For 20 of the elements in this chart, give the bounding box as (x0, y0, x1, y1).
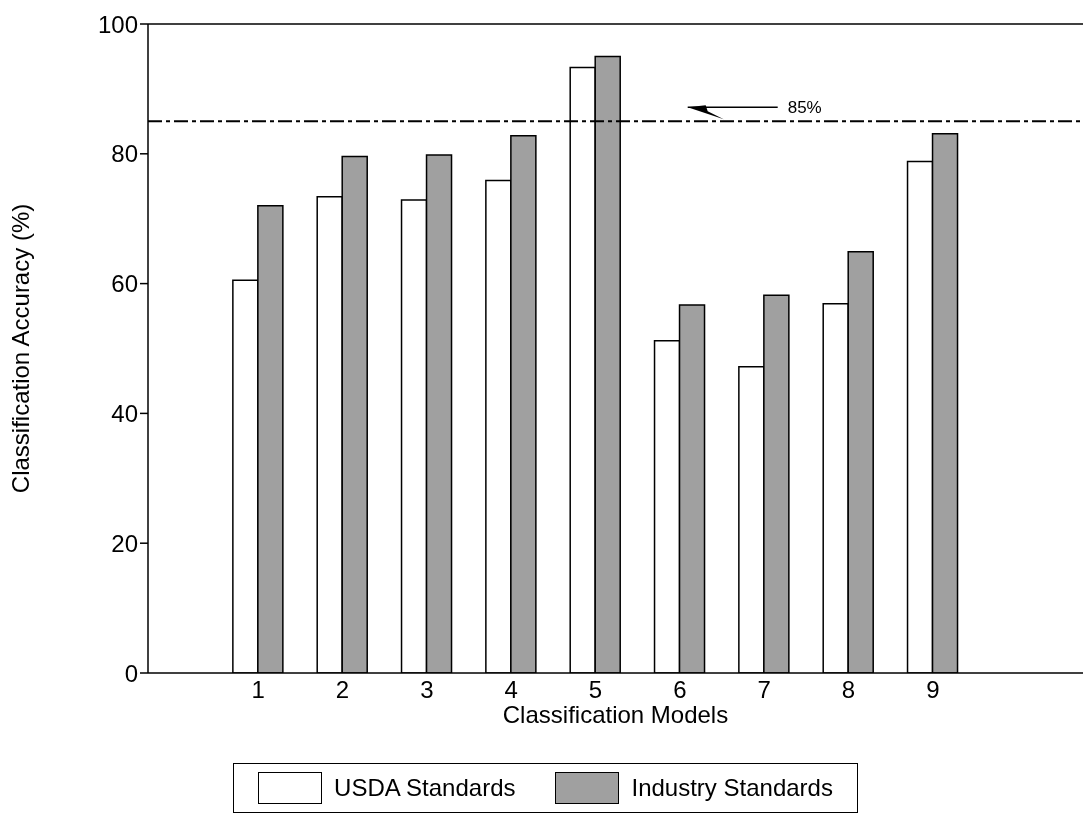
y-axis-title: Classification Accuracy (%) (6, 203, 34, 494)
x-tick-label: 4 (504, 676, 518, 704)
x-tick-label: 8 (841, 676, 856, 704)
ref-line-label: 85% (787, 98, 822, 118)
x-tick-label: 7 (757, 676, 771, 704)
x-tick-label: 6 (673, 676, 687, 704)
y-tick-label: 20 (111, 529, 138, 557)
x-axis-title: Classification Models (502, 701, 729, 728)
legend-label: USDA Standards (334, 774, 516, 802)
x-tick-label: 5 (588, 676, 603, 704)
y-tick-label: 80 (111, 140, 138, 168)
x-tick-label: 3 (420, 676, 434, 704)
y-tick-label: 40 (111, 399, 138, 427)
x-tick-label: 2 (335, 676, 350, 704)
legend-label: Industry Standards (631, 774, 833, 802)
x-tick-label: 9 (926, 676, 940, 704)
x-tick-label: 1 (251, 676, 265, 704)
y-tick-label: 100 (97, 10, 138, 38)
y-tick-label: 60 (111, 270, 138, 298)
y-tick-label: 0 (124, 659, 138, 687)
